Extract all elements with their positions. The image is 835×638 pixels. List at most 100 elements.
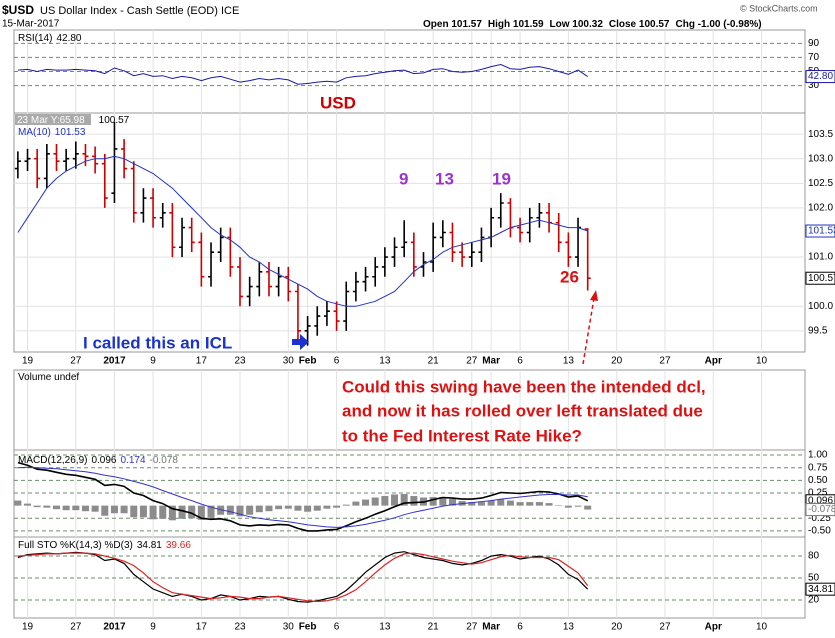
x-tick-label: 27 [466,356,478,367]
value-box [805,503,835,517]
macd-line [17,466,588,528]
ohlc-bar [53,143,60,172]
legend-item: 39.66 [166,540,191,551]
ohlc-bar [150,188,157,228]
x-tick-label: 9 [150,622,156,633]
x-tick-label: Feb [299,622,317,633]
histogram-bar [342,504,350,506]
histogram-bar [429,497,437,506]
y-tick-label: 1.00 [808,450,828,461]
legend-item: RSI(14) [18,33,52,44]
value-box [805,224,835,238]
macd-line [17,461,589,532]
histogram-bar [333,505,341,508]
source: © StockCharts.com [740,3,818,13]
ohlc-bar [256,262,263,297]
ohlc-bar [391,237,398,267]
histogram-bar [439,497,447,506]
histogram-bar [381,496,389,506]
ohlc-bar [430,222,437,272]
value-box [805,582,835,596]
annotation: 13 [435,169,454,188]
x-tick-label: 27 [70,622,82,633]
ohlc-bar [63,148,70,172]
panel-frame [13,536,806,619]
quote-item: Close 100.57 [609,19,670,30]
quote-item: Low 100.32 [550,19,604,30]
ohlc-bar [304,316,311,346]
legend-item: MA(10) [18,127,51,138]
quote-item: High 101.59 [488,19,544,30]
value-box-label: 42.80 [808,71,833,82]
value-box-label: 100.57 [808,273,835,284]
histogram-bar [410,496,418,506]
x-tick-label: Apr [705,622,722,633]
histogram-bar [516,502,524,506]
annotation: 26 [560,267,579,286]
histogram-bar [506,500,514,506]
histogram-bar [101,505,109,516]
histogram-bar [62,505,70,511]
ohlc-bar [565,232,572,267]
y-tick-label: 100.0 [808,301,833,312]
ohlc-bar [169,202,176,258]
ohlc-bar [198,232,205,287]
instrument-name: US Dollar Index - Cash Settle (EOD) ICE [40,5,239,17]
annotation: to the Fed Interest Rate Hike? [342,426,582,445]
histogram-bar [284,505,292,509]
ohlc-bar [227,227,234,277]
x-tick-label: 19 [22,356,34,367]
x-tick-label: 13 [563,356,575,367]
x-tick-label: 10 [756,356,768,367]
ohlc-bar [536,202,543,228]
legend-item: 0.174 [121,455,146,466]
histogram-bar [448,499,456,506]
ohlc-bar [265,262,272,297]
legend-item: 42.80 [56,33,81,44]
x-tick-label: 6 [517,622,523,633]
y-tick-label: 20 [808,595,820,606]
histogram-bar [14,500,22,506]
quote-item: Chg -1.00 (-0.98%) [675,19,761,30]
ohlc-bar [111,121,118,203]
ohlc-bar [372,257,379,287]
quote: Open 101.57 High 101.59 Low 100.32 Close 10… [423,19,762,30]
ohlc-bar [24,148,31,172]
x-tick-label: 9 [150,356,156,367]
ohlc-bar [82,143,89,167]
legend: 23 Mar Y:65.98 100.57 [17,115,130,126]
histogram-bar [545,503,553,506]
ohlc-bar [410,232,417,277]
histogram-bar [275,505,283,510]
ohlc-bar [497,193,504,228]
histogram-bar [197,505,205,520]
histogram-bar [188,505,196,519]
histogram-bar [304,505,312,512]
histogram-bar [487,500,495,506]
histogram-bar [91,505,99,512]
histogram-bar [149,505,157,520]
value-box [805,70,835,84]
histogram-bar [313,505,321,511]
histogram-bar [265,505,273,512]
x-tick-label: 6 [334,356,340,367]
x-tick-label: 2017 [103,622,126,633]
legend: MACD(12,26,9) 0.096 0.174 -0.078 [18,455,178,466]
x-tick-label: 13 [563,622,575,633]
histogram-bar [72,505,80,511]
legend-item: Full STO %K(14,3) %D(3) [18,540,133,551]
histogram-bar [139,505,147,518]
y-tick-label: 30 [808,80,820,91]
histogram-bar [352,501,360,506]
y-tick-label: 101.0 [808,252,833,263]
histogram-bar [24,503,32,506]
histogram-bar [130,505,138,518]
ohlc-bar [140,188,147,223]
ohlc-bar [555,212,562,253]
ohlc-bar [34,148,41,189]
histogram-bar [246,505,254,515]
histogram-bar [535,502,543,506]
panel-frame [13,112,806,353]
